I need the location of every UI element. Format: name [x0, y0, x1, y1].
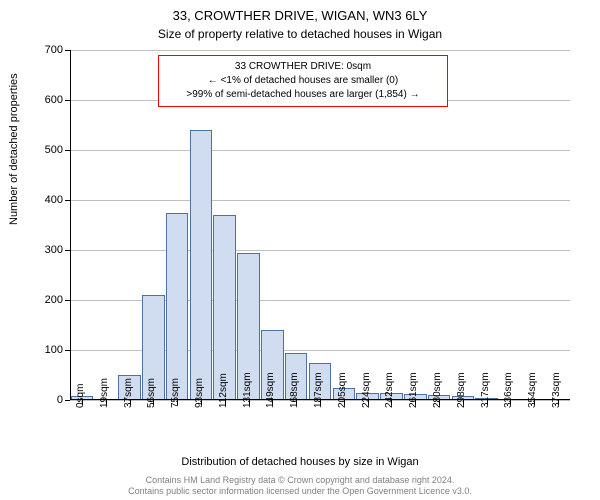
y-axis-label: Number of detached properties — [8, 73, 20, 225]
x-tick-label: 93sqm — [194, 378, 205, 408]
y-tick-label: 100 — [25, 344, 63, 356]
annotation-box: 33 CROWTHER DRIVE: 0sqm← <1% of detached… — [158, 55, 448, 107]
plot-area: 01002003004005006007000sqm19sqm37sqm56sq… — [70, 50, 570, 400]
grid-line — [70, 200, 570, 201]
y-tick-label: 700 — [25, 44, 63, 56]
y-tick-label: 0 — [25, 394, 63, 406]
grid-line — [70, 250, 570, 251]
x-tick-label: 37sqm — [123, 378, 134, 408]
x-tick-label: 373sqm — [551, 372, 562, 408]
x-tick-label: 131sqm — [242, 372, 253, 408]
y-tick-label: 300 — [25, 244, 63, 256]
annotation-line1: 33 CROWTHER DRIVE: 0sqm — [167, 60, 439, 74]
annotation-line2: ← <1% of detached houses are smaller (0) — [167, 74, 439, 88]
title-sub: Size of property relative to detached ho… — [0, 23, 600, 41]
chart-container: 33, CROWTHER DRIVE, WIGAN, WN3 6LY Size … — [0, 0, 600, 500]
bar — [166, 213, 189, 401]
x-tick-label: 187sqm — [313, 372, 324, 408]
grid-line — [70, 150, 570, 151]
x-tick-label: 149sqm — [265, 372, 276, 408]
x-tick-label: 242sqm — [384, 372, 395, 408]
x-tick-label: 0sqm — [75, 384, 86, 408]
title-main: 33, CROWTHER DRIVE, WIGAN, WN3 6LY — [0, 0, 600, 23]
y-tick-label: 200 — [25, 294, 63, 306]
x-tick-label: 56sqm — [146, 378, 157, 408]
y-tick-mark — [65, 400, 70, 401]
x-tick-label: 354sqm — [527, 372, 538, 408]
bar — [190, 130, 213, 400]
y-tick-label: 400 — [25, 194, 63, 206]
x-tick-label: 298sqm — [456, 372, 467, 408]
x-tick-label: 317sqm — [480, 372, 491, 408]
annotation-line3: >99% of semi-detached houses are larger … — [167, 88, 439, 102]
x-tick-label: 261sqm — [408, 372, 419, 408]
x-tick-label: 280sqm — [432, 372, 443, 408]
grid-line — [70, 50, 570, 51]
footer-line1: Contains HM Land Registry data © Crown c… — [146, 475, 455, 485]
x-tick-label: 112sqm — [218, 373, 229, 408]
x-tick-label: 19sqm — [99, 378, 110, 408]
footer-attribution: Contains HM Land Registry data © Crown c… — [0, 475, 600, 498]
x-tick-label: 75sqm — [170, 378, 181, 408]
x-tick-label: 224sqm — [361, 372, 372, 408]
x-tick-label: 205sqm — [337, 372, 348, 408]
footer-line2: Contains public sector information licen… — [128, 486, 472, 496]
x-axis-line — [70, 399, 570, 400]
x-tick-label: 336sqm — [503, 372, 514, 408]
x-tick-label: 168sqm — [289, 372, 300, 408]
x-axis-label: Distribution of detached houses by size … — [0, 456, 600, 468]
y-tick-label: 600 — [25, 94, 63, 106]
y-axis-line — [70, 50, 71, 400]
y-tick-label: 500 — [25, 144, 63, 156]
